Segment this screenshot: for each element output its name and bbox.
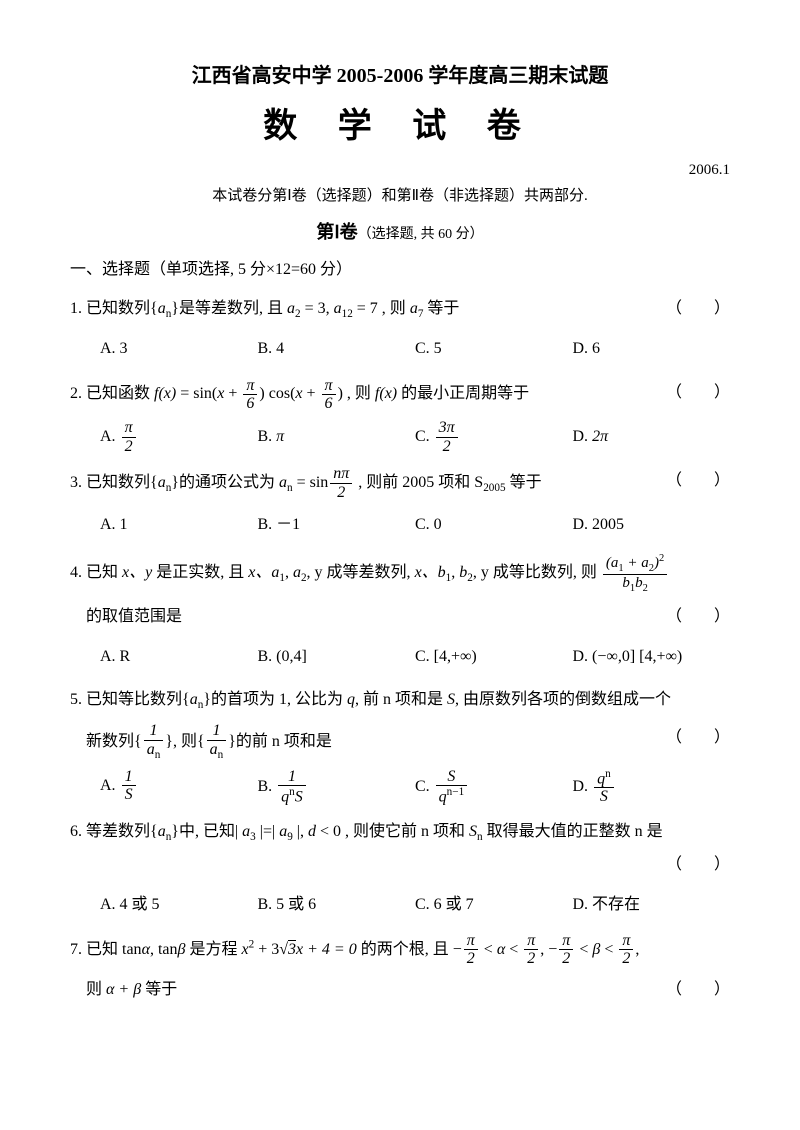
- q2-blank: （ ）: [666, 377, 730, 409]
- q4-opt-d: D. (−∞,0] [4,+∞): [573, 639, 731, 674]
- q2-options: A. π2 B. π C. 3π2 D. 2π: [100, 419, 730, 455]
- q2-opt-b: B. π: [258, 419, 416, 455]
- q6-opt-a: A. 4 或 5: [100, 887, 258, 922]
- question-4-line2: 的取值范围是 （ ）: [70, 601, 730, 633]
- q1-opt-c: C. 5: [415, 331, 573, 366]
- q4-blank: （ ）: [666, 601, 730, 633]
- q1-pre: 1. 已知数列{: [70, 300, 158, 317]
- q5-opt-b: B. 1qnS: [258, 768, 416, 807]
- q4-options: A. R B. (0,4] C. [4,+∞) D. (−∞,0] [4,+∞): [100, 639, 730, 674]
- q1-text: 1. 已知数列{an}是等差数列, 且 a2 = 3, a12 = 7 , 则 …: [70, 300, 459, 317]
- section-1-title: 一、选择题（单项选择, 5 分×12=60 分）: [70, 257, 730, 283]
- q4-opt-c: C. [4,+∞): [415, 639, 573, 674]
- q4-opt-a: A. R: [100, 639, 258, 674]
- q3-opt-c: C. 0: [415, 507, 573, 542]
- q1-opt-b: B. 4: [258, 331, 416, 366]
- q5-opt-a: A. 1S: [100, 768, 258, 807]
- question-5: 5. 已知等比数列{an}的首项为 1, 公比为 q, 前 n 项和是 S, 由…: [70, 684, 730, 717]
- q1-an: an: [158, 300, 172, 317]
- exam-intro: 本试卷分第Ⅰ卷（选择题）和第Ⅱ卷（非选择题）共两部分.: [70, 184, 730, 208]
- q1-opt-d: D. 6: [573, 331, 731, 366]
- question-7-line2: 则 α + β 等于 （ ）: [70, 974, 730, 1006]
- q3-opt-a: A. 1: [100, 507, 258, 542]
- q6-opt-d: D. 不存在: [573, 887, 731, 922]
- question-7: 7. 已知 tanα, tanβ 是方程 x2 + 3√3x + 4 = 0 的…: [70, 932, 730, 968]
- part-1-title: 第Ⅰ卷（选择题, 共 60 分）: [70, 218, 730, 247]
- question-6: 6. 等差数列{an}中, 已知| a3 |=| a9 |, d < 0 , 则…: [70, 816, 730, 881]
- question-5-line2: 新数列{1an}, 则{1an}的前 n 项和是 （ ）: [70, 722, 730, 761]
- q5-opt-d: D. qnS: [573, 768, 731, 807]
- q6-opt-b: B. 5 或 6: [258, 887, 416, 922]
- q7-blank: （ ）: [666, 974, 730, 1006]
- question-2: 2. 已知函数 f(x) = sin(x + π6) cos(x + π6) ,…: [70, 377, 730, 413]
- q6-options: A. 4 或 5 B. 5 或 6 C. 6 或 7 D. 不存在: [100, 887, 730, 922]
- q1-m1: }是等差数列, 且: [171, 300, 287, 317]
- exam-date: 2006.1: [70, 158, 730, 182]
- exam-subject-title: 数 学 试 卷: [70, 100, 730, 154]
- q6-opt-c: C. 6 或 7: [415, 887, 573, 922]
- part-sub: （选择题, 共 60 分）: [358, 227, 484, 242]
- q2-opt-a: A. π2: [100, 419, 258, 455]
- question-4: 4. 已知 x、y 是正实数, 且 x、a1, a2, y 成等差数列, x、b…: [70, 553, 730, 595]
- q4-opt-b: B. (0,4]: [258, 639, 416, 674]
- q3-opt-d: D. 2005: [573, 507, 731, 542]
- question-3: 3. 已知数列{an}的通项公式为 an = sinnπ2 , 则前 2005 …: [70, 465, 730, 501]
- q3-blank: （ ）: [666, 465, 730, 497]
- q3-options: A. 1 B. －1 C. 0 D. 2005: [100, 507, 730, 542]
- q5-opt-c: C. Sqn−1: [415, 768, 573, 807]
- q5-options: A. 1S B. 1qnS C. Sqn−1 D. qnS: [100, 768, 730, 807]
- q2-opt-c: C. 3π2: [415, 419, 573, 455]
- q1-options: A. 3 B. 4 C. 5 D. 6: [100, 331, 730, 366]
- part-main: 第Ⅰ卷: [316, 222, 357, 242]
- q1-opt-a: A. 3: [100, 331, 258, 366]
- q2-opt-d: D. 2π: [573, 419, 731, 455]
- q3-opt-b: B. －1: [258, 507, 416, 542]
- question-1: 1. 已知数列{an}是等差数列, 且 a2 = 3, a12 = 7 , 则 …: [70, 293, 730, 326]
- q5-blank: （ ）: [666, 722, 730, 754]
- q1-blank: （ ）: [666, 293, 730, 325]
- q6-blank: （ ）: [666, 849, 730, 881]
- exam-school-title: 江西省高安中学 2005-2006 学年度高三期末试题: [70, 60, 730, 92]
